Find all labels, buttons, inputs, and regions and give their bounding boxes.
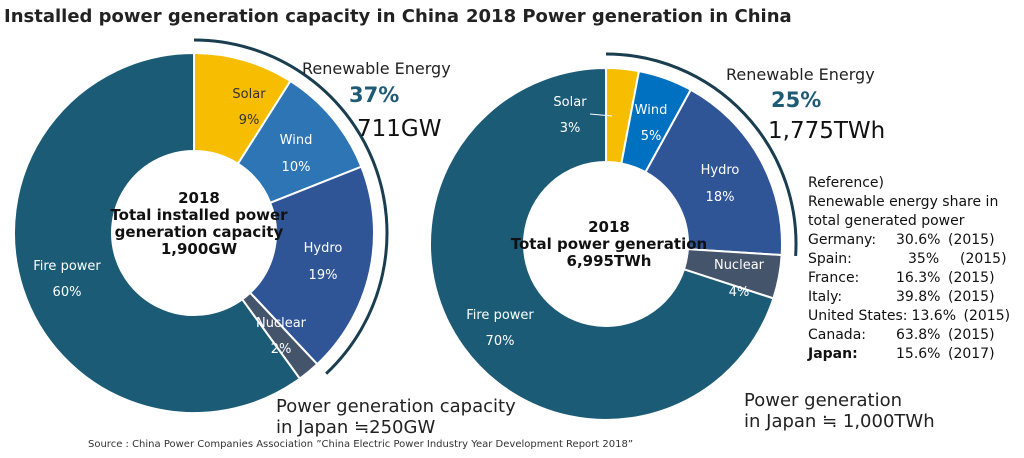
- note-line: in Japan ≒ 1,000TWh: [744, 411, 935, 432]
- chart-title-capacity: Installed power generation capacity in C…: [4, 6, 459, 27]
- reference-year: (2017): [948, 346, 995, 362]
- slice-label: Nuclear: [256, 316, 307, 331]
- renewable-bracket: [605, 52, 798, 257]
- renewable-bracket: [193, 38, 389, 375]
- reference-share: 35%: [908, 251, 940, 267]
- slice-value-label: 19%: [309, 268, 338, 283]
- slice-label: Wind: [280, 133, 313, 148]
- slice-label: Wind: [635, 103, 668, 118]
- slice-value-label: 10%: [282, 160, 311, 175]
- reference-share: 13.6%: [911, 308, 957, 324]
- center-line: 2018: [178, 189, 220, 207]
- japan-capacity-note: Power generation capacity in Japan ≒250G…: [276, 396, 516, 438]
- slice-value-label: 70%: [486, 334, 515, 349]
- donut-1: [429, 66, 783, 421]
- slice-value-label: 18%: [706, 190, 735, 205]
- reference-country: United States:: [808, 308, 908, 324]
- reference-year: (2015): [963, 308, 1011, 324]
- slice-label: Hydro: [304, 241, 343, 256]
- slice-label: Nuclear: [714, 258, 765, 273]
- note-line: Power generation capacity: [276, 396, 516, 417]
- donut-0: [13, 51, 375, 414]
- renewable-amount-capacity: 711GW: [357, 116, 442, 142]
- reference-year: (2015): [948, 270, 995, 286]
- slice-label: Fire power: [466, 308, 534, 323]
- reference-share: 63.8%: [896, 327, 941, 343]
- slice-label: Fire power: [33, 259, 101, 274]
- reference-share: 16.3%: [896, 270, 941, 286]
- center-line: 2018: [588, 218, 630, 236]
- reference-year: (2015): [948, 327, 995, 343]
- renewable-label-generation: Renewable Energy: [726, 65, 875, 84]
- note-line: in Japan ≒250GW: [276, 417, 436, 438]
- center-line: 6,995TWh: [566, 252, 652, 270]
- reference-share: 39.8%: [896, 289, 941, 305]
- center-text-capacity: 2018 Total installed power generation ca…: [94, 190, 304, 258]
- source-note: Source : China Power Companies Associati…: [88, 439, 634, 450]
- reference-row: Germany: 30.6% (2015): [808, 231, 1024, 250]
- renewable-percent-generation: 25%: [771, 88, 822, 112]
- reference-intro: Renewable energy share in: [808, 194, 999, 210]
- center-line: Total installed power: [110, 206, 288, 224]
- center-line: 1,900GW: [160, 240, 238, 258]
- reference-row: Spain: 35% (2015): [808, 250, 1024, 269]
- renewable-percent-capacity: 37%: [349, 83, 400, 107]
- reference-share: 30.6%: [896, 232, 941, 248]
- slice-fire-power: [429, 66, 775, 421]
- renewable-label-capacity: Renewable Energy: [302, 59, 451, 78]
- note-line: Power generation: [744, 390, 903, 411]
- reference-year: (2015): [948, 232, 995, 248]
- slice-hydro: [248, 165, 375, 366]
- slice-label: Solar: [553, 95, 587, 110]
- reference-box: Reference) Renewable energy share in tot…: [808, 174, 1024, 364]
- slice-value-label: 5%: [641, 129, 662, 144]
- slice-label: Hydro: [701, 163, 740, 178]
- reference-row: Canada: 63.8% (2015): [808, 326, 1024, 345]
- slice-value-label: 4%: [729, 285, 750, 300]
- reference-row: Italy: 39.8% (2015): [808, 288, 1024, 307]
- center-line: Total power generation: [510, 235, 708, 253]
- slice-value-label: 2%: [271, 342, 292, 357]
- reference-country: France:: [808, 270, 860, 286]
- reference-country: Italy:: [808, 289, 843, 305]
- reference-heading: Reference): [808, 175, 884, 191]
- slice-hydro: [644, 88, 783, 257]
- slice-fire-power: [13, 51, 302, 414]
- slice-value-label: 60%: [53, 285, 82, 300]
- japan-generation-note: Power generation in Japan ≒ 1,000TWh: [744, 390, 935, 432]
- reference-row: Japan: 15.6% (2017): [808, 345, 1024, 364]
- reference-row: United States: 13.6% (2015): [808, 307, 1024, 326]
- reference-country: Spain:: [808, 251, 852, 267]
- reference-country: Germany:: [808, 232, 877, 248]
- reference-share: 15.6%: [896, 346, 941, 362]
- center-text-generation: 2018 Total power generation 6,995TWh: [504, 219, 714, 270]
- reference-country: Japan:: [808, 346, 858, 362]
- reference-country: Canada:: [808, 327, 866, 343]
- reference-year: (2015): [948, 289, 995, 305]
- slice-value-label: 3%: [560, 121, 581, 136]
- slice-value-label: 9%: [239, 113, 260, 128]
- slice-label: Solar: [232, 87, 266, 102]
- reference-row: France: 16.3% (2015): [808, 269, 1024, 288]
- chart-title-generation: 2018 Power generation in China: [466, 6, 792, 27]
- reference-year: (2015): [960, 251, 1007, 267]
- solar-leader-line: [589, 113, 613, 117]
- center-line: generation capacity: [114, 223, 284, 241]
- reference-intro: total generated power: [808, 213, 965, 229]
- renewable-amount-generation: 1,775TWh: [768, 118, 886, 144]
